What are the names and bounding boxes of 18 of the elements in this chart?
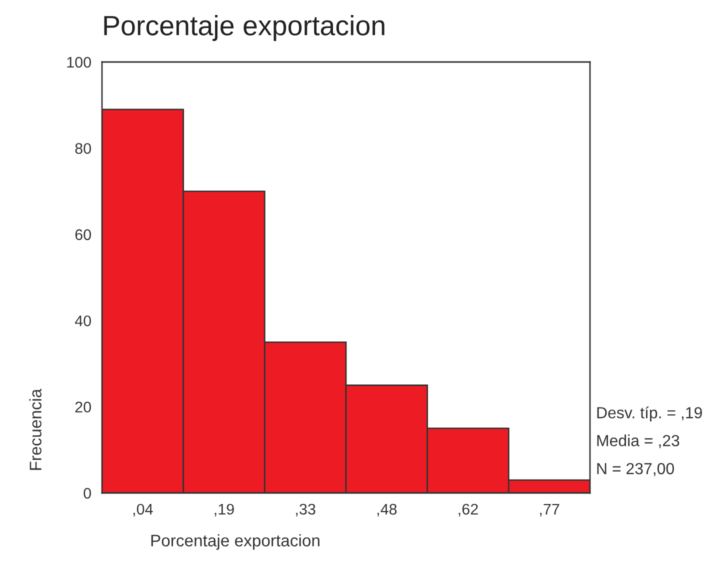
y-tick-label: 40 (74, 315, 91, 326)
text: N = 237,00 (597, 462, 674, 476)
x-tick-label: ,33 (296, 504, 316, 516)
x-tick-label: ,77 (540, 504, 560, 516)
x-tick-label: ,04 (133, 504, 153, 516)
chart-title: Porcentaje exportacion (104, 15, 384, 41)
text: Media = ,23 (597, 434, 680, 448)
x-tick-label: ,62 (458, 504, 478, 516)
y-tick-label: 100 (67, 56, 91, 68)
y-tick-label: 20 (75, 402, 91, 412)
y-tick-label: 60 (75, 229, 91, 240)
x-axis-title: Porcentaje exportacion (151, 534, 320, 550)
text: Desv. típ. = ,19 (597, 406, 702, 422)
y-axis-title: Frecuencia (29, 388, 42, 470)
y-tick-label: 80 (75, 143, 91, 154)
x-tick-label: ,19 (214, 504, 234, 516)
x-tick-label: ,48 (377, 504, 397, 516)
y-tick-label: 0 (84, 488, 91, 499)
